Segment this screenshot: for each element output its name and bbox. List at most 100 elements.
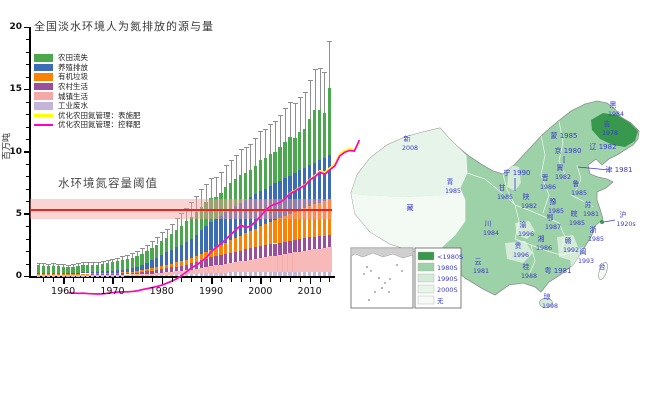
- province-year: 1986: [540, 184, 556, 191]
- y-tick-label: 20: [9, 22, 22, 32]
- bar-segment: [238, 174, 243, 203]
- province-label: 宁 1990: [503, 168, 530, 177]
- bar-segment: [66, 274, 70, 276]
- error-bar: [77, 263, 79, 266]
- error-bar-cap: [209, 177, 215, 179]
- error-bar-cap: [204, 183, 210, 185]
- bar-segment: [272, 255, 278, 272]
- map-legend-label: <1980S: [437, 253, 463, 261]
- bar-segment: [263, 224, 267, 246]
- province-abbr: 桂: [523, 262, 530, 271]
- bar-segment: [105, 273, 110, 274]
- error-bar-cap: [115, 257, 121, 259]
- error-bar-cap: [258, 131, 264, 133]
- bar-segment: [145, 271, 149, 274]
- map-legend: <1980S 1980S 1990S 2000S 无: [414, 247, 463, 309]
- y-minor-tick: [26, 101, 30, 103]
- bar-segment: [150, 260, 154, 269]
- x-tick: [260, 278, 262, 284]
- bar-segment: [189, 238, 193, 258]
- bar-segment: [105, 273, 110, 275]
- bar-segment: [327, 234, 332, 248]
- error-bar-cap: [46, 263, 52, 265]
- province-year: 1988: [521, 273, 537, 280]
- bar-segment: [317, 271, 322, 276]
- region-shanghai: [600, 220, 604, 224]
- error-bar-cap: [169, 223, 175, 225]
- bar-segment: [71, 266, 75, 273]
- bar-segment: [278, 147, 282, 181]
- bar-segment: [298, 132, 302, 171]
- bar-segment: [61, 274, 65, 276]
- bar-segment: [174, 229, 179, 248]
- bar-segment: [322, 200, 327, 236]
- x-minor-tick: [102, 278, 104, 282]
- x-tick: [309, 278, 312, 284]
- bar-segment: [169, 271, 175, 275]
- bar-segment: [234, 251, 238, 263]
- error-bar: [230, 159, 232, 183]
- bar-segment: [267, 256, 273, 272]
- error-bar: [181, 212, 183, 226]
- bar-segment: [125, 275, 129, 276]
- bar-segment: [61, 272, 65, 274]
- bar-segment: [189, 216, 193, 239]
- bar-segment: [199, 253, 203, 261]
- bar-segment: [86, 272, 90, 274]
- map-legend-swatch: [417, 284, 435, 294]
- bar-segment: [160, 266, 164, 270]
- x-minor-tick: [122, 278, 124, 282]
- error-bar: [299, 96, 301, 133]
- legend-label: 优化农田氮管理：控释肥: [58, 120, 141, 130]
- province-year: 1984: [608, 111, 624, 118]
- province-abbr: 黑: [610, 101, 617, 109]
- error-bar-cap: [174, 218, 180, 220]
- legend-line-swatch: [34, 114, 53, 117]
- x-tick: [63, 278, 65, 284]
- error-bar-cap: [105, 260, 111, 262]
- bar-segment: [189, 257, 193, 264]
- x-axis: [29, 276, 335, 278]
- error-bar: [201, 189, 203, 207]
- x-minor-tick: [92, 278, 94, 282]
- province-abbr: 川: [485, 220, 492, 228]
- y-axis: [29, 27, 31, 277]
- bar-segment: [35, 275, 42, 276]
- error-bar: [53, 263, 55, 266]
- bar-segment: [288, 240, 292, 254]
- bar-segment: [238, 272, 243, 276]
- province-abbr: 苏: [585, 200, 592, 209]
- bar-segment: [91, 273, 95, 274]
- bar-segment: [164, 272, 170, 275]
- bar-segment: [169, 263, 174, 268]
- bar-segment: [135, 271, 139, 273]
- error-bar: [240, 149, 242, 175]
- y-minor-tick: [26, 201, 30, 203]
- province-year: 1985: [548, 208, 564, 215]
- bar-segment: [263, 188, 267, 225]
- bar-segment: [95, 274, 101, 276]
- bar-segment: [229, 272, 233, 276]
- bar-segment: [238, 235, 243, 251]
- legend-item: 有机垃圾: [34, 72, 141, 82]
- map-legend-label: 2000S: [437, 286, 458, 294]
- error-bar: [166, 228, 168, 239]
- bar-segment: [99, 274, 106, 276]
- bar-segment: [224, 242, 228, 254]
- bar-segment: [76, 272, 80, 274]
- bar-segment: [214, 196, 218, 220]
- bar-segment: [125, 268, 129, 272]
- x-tick-label: 2010: [297, 286, 322, 297]
- bar-segment: [120, 260, 124, 270]
- legend-item: 优化农田氮管理：表施肥: [34, 111, 141, 121]
- province-abbr: 陕: [523, 192, 530, 201]
- error-bar-cap: [179, 212, 185, 214]
- error-bar-cap: [287, 102, 293, 104]
- x-minor-tick: [230, 278, 232, 282]
- error-bar: [260, 131, 262, 161]
- bar-segment: [204, 202, 208, 227]
- bar-segment: [219, 255, 223, 265]
- inset-islands: [363, 264, 403, 301]
- bar-segment: [293, 173, 297, 212]
